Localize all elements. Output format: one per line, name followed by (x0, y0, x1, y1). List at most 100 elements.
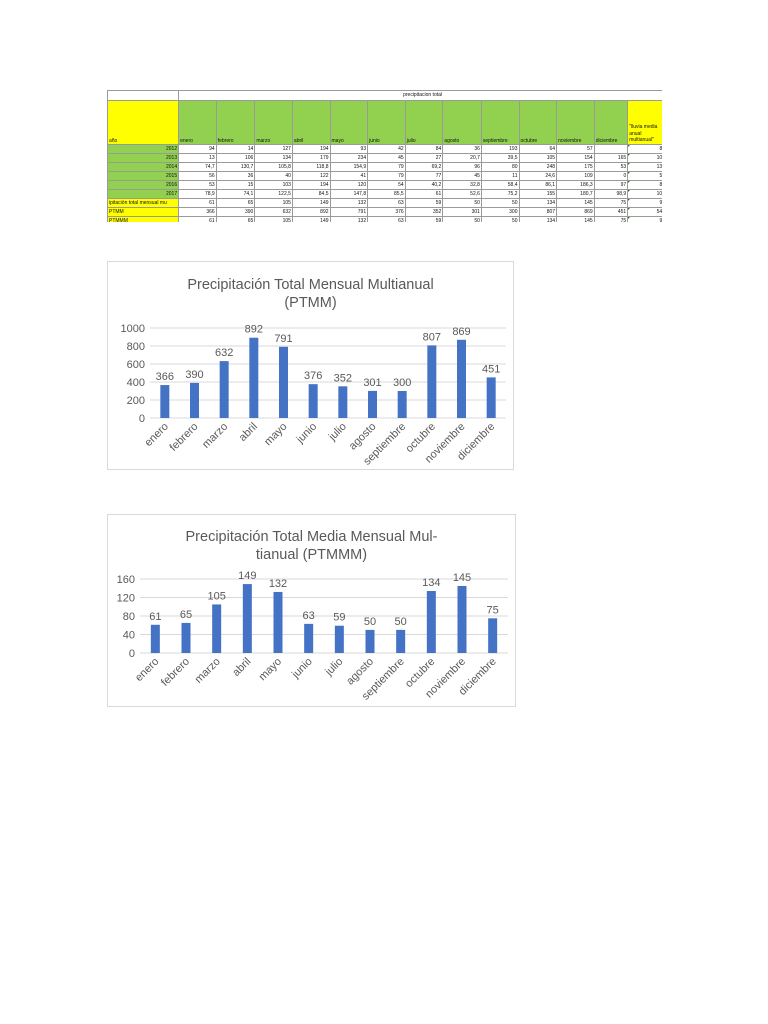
table-cell[interactable]: 45 (442, 171, 482, 181)
table-cell[interactable]: 791 (329, 207, 369, 217)
table-cell[interactable]: 50 (442, 198, 482, 208)
table-cell[interactable]: 154 (556, 153, 595, 163)
table-cell[interactable]: 93 (329, 144, 369, 154)
table-cell[interactable]: 78,9 (178, 189, 217, 199)
table-cell[interactable]: 45 (367, 153, 406, 163)
table-cell[interactable]: 175 (556, 162, 595, 172)
table-cell[interactable]: 65 (215, 198, 256, 208)
table-cell[interactable]: 109 (556, 171, 595, 181)
table-cell[interactable]: 97 (593, 180, 629, 190)
table-cell[interactable]: 94 (178, 144, 217, 154)
header-cell-month[interactable]: junio (367, 100, 406, 145)
table-cell[interactable]: 40 (254, 171, 293, 181)
table-cell[interactable]: 390 (215, 207, 256, 217)
table-cell[interactable]: 75 (593, 216, 629, 222)
table-cell[interactable]: 122 (291, 171, 331, 181)
table-cell[interactable]: 96 (442, 162, 482, 172)
table-cell[interactable]: 105 (254, 216, 293, 222)
table-cell[interactable]: 75,2 (480, 189, 520, 199)
table-cell[interactable]: 194 (291, 144, 331, 154)
table-cell[interactable]: 84 (404, 144, 444, 154)
row-label-cell[interactable]: PTMM (107, 207, 180, 217)
table-cell[interactable]: 103 (254, 180, 293, 190)
header-cell-month[interactable]: octubre (518, 100, 558, 145)
table-cell[interactable]: 75 (593, 198, 629, 208)
annual-cell[interactable]: 93 (627, 198, 662, 208)
table-cell[interactable]: 50 (480, 198, 520, 208)
table-cell[interactable]: 58,4 (480, 180, 520, 190)
table-cell[interactable]: 50 (442, 216, 482, 222)
table-cell[interactable]: 15 (215, 180, 256, 190)
table-cell[interactable]: 105 (254, 198, 293, 208)
annual-cell[interactable]: 87 (627, 180, 662, 190)
table-cell[interactable]: 53 (593, 162, 629, 172)
table-cell[interactable]: 86,1 (518, 180, 558, 190)
table-cell[interactable]: 69,2 (404, 162, 444, 172)
table-cell[interactable]: 632 (254, 207, 293, 217)
table-cell[interactable]: 127 (254, 144, 293, 154)
header-cell-month[interactable]: agosto (442, 100, 482, 145)
header-cell-month[interactable]: julio (404, 100, 444, 145)
table-cell[interactable]: 149 (291, 198, 331, 208)
table-cell[interactable]: 149 (291, 216, 331, 222)
annual-cell[interactable]: 88 (627, 144, 662, 154)
annual-cell[interactable]: 91 (627, 216, 662, 222)
row-label-cell[interactable]: 2016 (107, 180, 180, 190)
table-cell[interactable]: 0 (593, 171, 629, 181)
table-cell[interactable] (593, 144, 629, 154)
table-cell[interactable]: 74,1 (215, 189, 256, 199)
row-label-cell[interactable]: 2013 (107, 153, 180, 163)
table-cell[interactable]: 807 (518, 207, 558, 217)
row-label-cell[interactable]: 2017 (107, 189, 180, 199)
table-cell[interactable]: 13 (178, 153, 217, 163)
table-cell[interactable]: 65 (215, 216, 256, 222)
table-cell[interactable]: 106 (215, 153, 256, 163)
header-cell-month[interactable]: febrero (215, 100, 256, 145)
table-cell[interactable]: 118,8 (291, 162, 331, 172)
table-cell[interactable]: 145 (556, 216, 595, 222)
table-cell[interactable]: 53 (178, 180, 217, 190)
table-cell[interactable]: 134 (254, 153, 293, 163)
table-cell[interactable]: 63 (367, 216, 406, 222)
table-cell[interactable]: 50 (480, 216, 520, 222)
table-cell[interactable]: 105,8 (254, 162, 293, 172)
table-cell[interactable]: 59 (404, 198, 444, 208)
table-cell[interactable]: 376 (367, 207, 406, 217)
row-label-cell[interactable]: 2015 (107, 171, 180, 181)
table-cell[interactable]: 42 (367, 144, 406, 154)
row-label-cell[interactable]: 2012 (107, 144, 180, 154)
table-cell[interactable]: 155 (518, 189, 558, 199)
table-cell[interactable]: 84,5 (291, 189, 331, 199)
table-cell[interactable]: 41 (329, 171, 369, 181)
table-cell[interactable]: 179 (291, 153, 331, 163)
header-cell-annual[interactable]: "lluvia media anual multianual" (627, 100, 662, 145)
table-cell[interactable]: 134 (518, 216, 558, 222)
table-cell[interactable]: 79 (367, 171, 406, 181)
table-cell[interactable]: 61 (178, 198, 217, 208)
table-cell[interactable]: 451 (593, 207, 629, 217)
table-cell[interactable]: 147,8 (329, 189, 369, 199)
header-cell-month[interactable]: mayo (329, 100, 369, 145)
table-cell[interactable]: 80 (480, 162, 520, 172)
table-cell[interactable]: 40,2 (404, 180, 444, 190)
table-cell[interactable]: 85,5 (367, 189, 406, 199)
table-cell[interactable]: 74,7 (178, 162, 217, 172)
table-cell[interactable]: 193 (480, 144, 520, 154)
header-cell-month[interactable]: abril (291, 100, 331, 145)
annual-cell[interactable]: 544 (627, 207, 662, 217)
table-cell[interactable]: 165 (593, 153, 629, 163)
header-cell-month[interactable]: diciembre (593, 100, 629, 145)
table-cell[interactable]: 248 (518, 162, 558, 172)
table-cell[interactable]: 98,9 (593, 189, 629, 199)
table-cell[interactable]: 234 (329, 153, 369, 163)
table-cell[interactable]: 36 (215, 171, 256, 181)
table-cell[interactable]: 301 (442, 207, 482, 217)
table-cell[interactable]: 145 (556, 198, 595, 208)
table-cell[interactable]: 57 (556, 144, 595, 154)
header-cell-year[interactable]: año (107, 100, 180, 145)
table-cell[interactable]: 24,6 (518, 171, 558, 181)
row-label-cell[interactable]: PTMMM (107, 216, 180, 222)
table-cell[interactable]: 11 (480, 171, 520, 181)
row-label-cell[interactable]: 2014 (107, 162, 180, 172)
annual-cell[interactable]: 102 (627, 153, 662, 163)
